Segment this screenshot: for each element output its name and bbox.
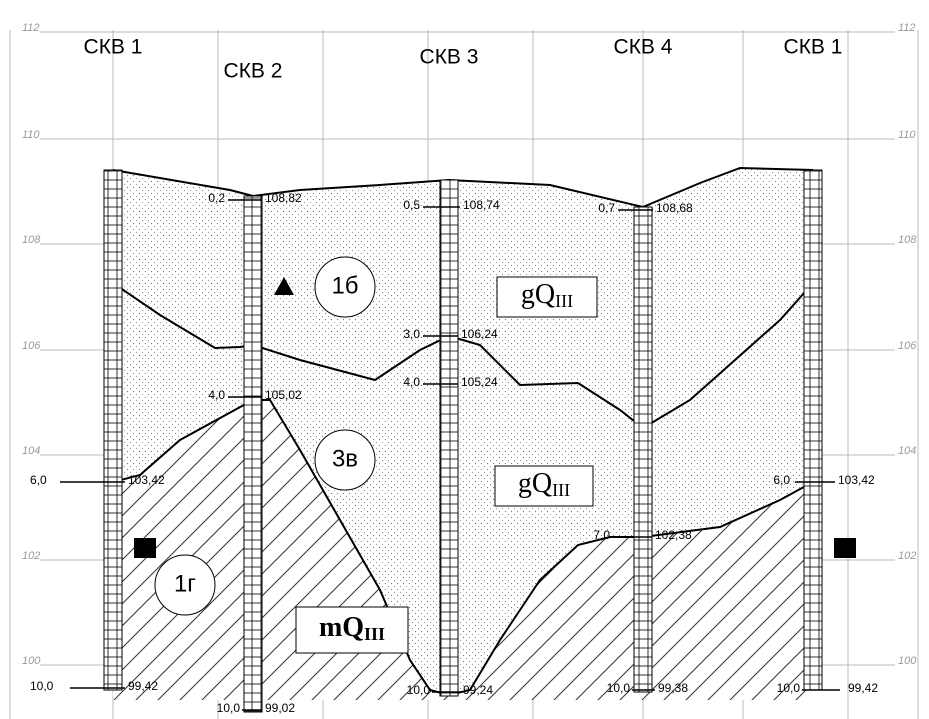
borehole: [104, 170, 122, 690]
depth-label: 10,0: [217, 701, 241, 715]
depth-label: 4,0: [208, 388, 225, 402]
section: 112 112 110 110 108 108 106 106 104 104 102 102 100 1…: [0, 0, 929, 719]
elevation-label: 106: [898, 340, 917, 352]
age-main: mQ: [319, 612, 364, 643]
elevation-label: 112: [22, 22, 40, 34]
elevation-label: 104: [22, 445, 40, 457]
depth-label: 6,0: [30, 473, 47, 487]
age-sub: III: [552, 480, 570, 500]
square-marker: [134, 538, 156, 558]
elevation-label: 112: [898, 22, 916, 34]
elevation-label: 100: [898, 655, 917, 667]
elevation-mark: 99,42: [128, 679, 158, 693]
elevation-mark: 108,68: [656, 201, 693, 215]
elevation-mark: 105,24: [461, 375, 498, 389]
depth-label: 7,0: [593, 528, 610, 542]
elevation-mark: 99,38: [658, 681, 688, 695]
depth-label: 4,0: [403, 375, 420, 389]
elevation-mark: 102,38: [655, 528, 692, 542]
elevation-label: 108: [22, 234, 41, 246]
age-sub: III: [555, 291, 573, 311]
borehole-title: СКВ 1: [784, 36, 843, 59]
depth-label: 0,2: [208, 191, 225, 205]
depth-label: 0,5: [403, 198, 420, 212]
elevation-label: 108: [898, 234, 917, 246]
elevation-label: 102: [22, 550, 40, 562]
elevation-mark: 99,24: [463, 683, 493, 697]
borehole: [244, 196, 262, 712]
age-main: gQ: [518, 468, 552, 499]
elevation-mark: 105,02: [265, 388, 302, 402]
square-marker: [834, 538, 856, 558]
depth-label: 0,7: [598, 201, 615, 215]
elevation-mark: 106,24: [461, 327, 498, 341]
elevation-mark: 99,02: [265, 701, 295, 715]
elevation-mark: 103,42: [838, 473, 875, 487]
elevation-mark: 103,42: [128, 473, 165, 487]
depth-label: 10,0: [777, 681, 801, 695]
elevation-label: 106: [22, 340, 41, 352]
borehole: [804, 170, 822, 690]
elevation-mark: 108,74: [463, 198, 500, 212]
depth-label: 6,0: [773, 473, 790, 487]
age-main: gQ: [521, 279, 555, 310]
elevation-label: 100: [22, 655, 41, 667]
elevation-mark: 108,82: [265, 191, 302, 205]
borehole: [634, 207, 652, 692]
borehole-title: СКВ 1: [84, 36, 143, 59]
depth-label: 10,0: [407, 683, 431, 697]
elevation-label: 110: [22, 129, 40, 141]
elevation-label: 104: [898, 445, 916, 457]
age-sub: III: [364, 624, 385, 644]
borehole: [440, 180, 458, 696]
elevation-label: 102: [898, 550, 916, 562]
borehole-title: СКВ 4: [614, 36, 673, 59]
layer-label: 1б: [331, 272, 358, 299]
depth-label: 3,0: [403, 327, 420, 341]
depth-label: 10,0: [607, 681, 631, 695]
layer-label: 3в: [332, 445, 358, 472]
layer-label: 1г: [174, 570, 196, 597]
depth-label: 10,0: [30, 679, 54, 693]
borehole-title: СКВ 2: [224, 60, 283, 83]
elevation-mark: 99,42: [848, 681, 878, 695]
borehole-title: СКВ 3: [420, 46, 479, 69]
elevation-label: 110: [898, 129, 916, 141]
